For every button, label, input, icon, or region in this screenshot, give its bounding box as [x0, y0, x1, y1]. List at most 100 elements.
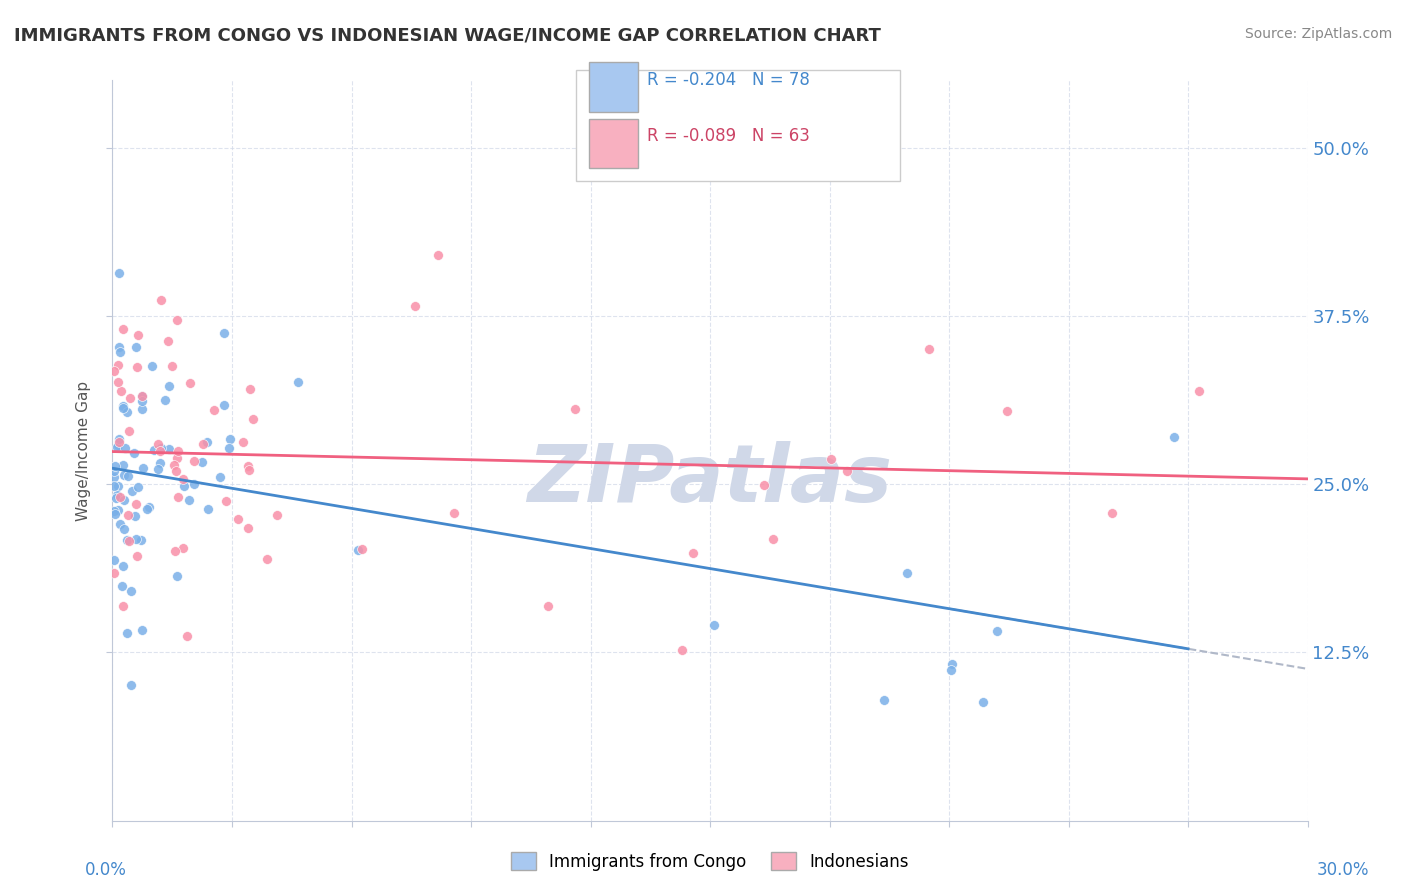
Point: [443, 506, 465, 520]
Point: [163, 458, 186, 472]
Point: [149, 456, 172, 470]
Point: [103, 469, 125, 483]
Point: [212, 398, 235, 412]
Point: [117, 533, 139, 548]
Point: [166, 451, 188, 466]
Legend: Immigrants from Congo, Indonesians: Immigrants from Congo, Indonesians: [502, 844, 918, 879]
Point: [125, 341, 148, 355]
Point: [115, 626, 138, 640]
Point: [165, 464, 187, 478]
Point: [110, 384, 132, 399]
Point: [107, 503, 129, 517]
Point: [172, 541, 194, 556]
Point: [104, 491, 127, 505]
Point: [287, 376, 309, 390]
Point: [108, 516, 131, 531]
Point: [107, 479, 129, 493]
Point: [146, 462, 169, 476]
Point: [183, 453, 205, 467]
Point: [762, 533, 785, 547]
Point: [107, 438, 129, 452]
Point: [111, 599, 134, 613]
Point: [111, 559, 134, 574]
Point: [103, 553, 125, 567]
Point: [166, 313, 188, 327]
Point: [104, 507, 127, 521]
Point: [238, 463, 260, 477]
Point: [266, 508, 288, 522]
Point: [111, 579, 134, 593]
Point: [218, 441, 240, 455]
Point: [112, 492, 135, 507]
Point: [136, 502, 159, 516]
Point: [166, 443, 188, 458]
Point: [896, 566, 918, 580]
Point: [131, 623, 153, 637]
Point: [183, 476, 205, 491]
Point: [1101, 506, 1123, 520]
Point: [120, 584, 142, 599]
Point: [941, 657, 963, 672]
Point: [118, 533, 141, 548]
Text: 30.0%: 30.0%: [1316, 861, 1369, 879]
Point: [122, 445, 145, 459]
Text: IMMIGRANTS FROM CONGO VS INDONESIAN WAGE/INCOME GAP CORRELATION CHART: IMMIGRANTS FROM CONGO VS INDONESIAN WAGE…: [14, 27, 882, 45]
Point: [1188, 384, 1211, 398]
Text: ZIPatlas: ZIPatlas: [527, 441, 893, 519]
Point: [176, 629, 198, 643]
Point: [115, 405, 138, 419]
Point: [820, 451, 842, 466]
Point: [166, 569, 188, 583]
Y-axis label: Wage/Income Gap: Wage/Income Gap: [76, 380, 91, 521]
Point: [131, 389, 153, 403]
Point: [150, 442, 173, 456]
Point: [129, 533, 152, 547]
Point: [242, 412, 264, 426]
Point: [149, 293, 172, 308]
Point: [177, 492, 200, 507]
Point: [111, 401, 134, 416]
Point: [131, 402, 153, 417]
Point: [986, 624, 1008, 638]
Point: [112, 468, 135, 483]
Point: [195, 435, 218, 450]
Point: [108, 490, 131, 504]
Point: [173, 479, 195, 493]
Text: 0.0%: 0.0%: [84, 861, 127, 879]
Point: [127, 359, 149, 374]
Point: [103, 364, 125, 378]
Point: [125, 532, 148, 546]
Point: [191, 455, 214, 469]
Point: [239, 382, 262, 396]
Point: [105, 488, 128, 502]
Point: [107, 358, 129, 372]
Point: [108, 432, 131, 446]
Point: [226, 511, 249, 525]
Point: [218, 432, 240, 446]
Point: [214, 494, 236, 508]
Point: [107, 375, 129, 389]
Point: [537, 599, 560, 613]
Point: [114, 441, 136, 455]
Point: [131, 389, 153, 403]
Point: [111, 322, 134, 336]
Point: [112, 522, 135, 536]
Point: [108, 340, 131, 354]
Point: [127, 549, 149, 563]
Point: [104, 459, 127, 474]
Point: [165, 544, 187, 558]
Point: [103, 479, 125, 493]
Point: [131, 393, 153, 408]
Point: [167, 490, 190, 504]
Point: [120, 678, 142, 692]
Point: [995, 403, 1018, 417]
Point: [112, 399, 135, 413]
Point: [172, 472, 194, 486]
Point: [671, 643, 693, 657]
Point: [118, 424, 141, 438]
Point: [127, 328, 149, 343]
Point: [941, 663, 963, 677]
Point: [120, 391, 142, 405]
Point: [124, 508, 146, 523]
Point: [564, 402, 586, 417]
